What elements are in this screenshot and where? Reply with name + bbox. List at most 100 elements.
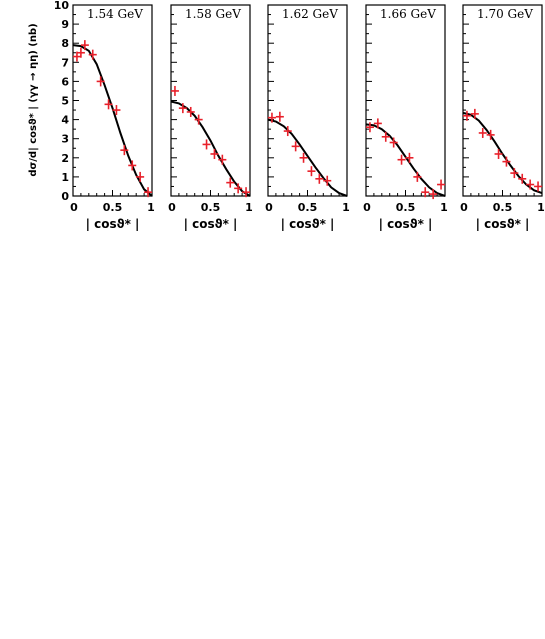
data-point [242, 187, 251, 198]
data-point [405, 152, 414, 163]
data-point [283, 126, 292, 137]
data-point [315, 173, 324, 184]
fit-curve [267, 118, 348, 197]
data-point [518, 173, 527, 184]
data-point [202, 139, 211, 150]
data-point [397, 154, 406, 165]
data-point [226, 177, 235, 188]
x-tick-label: 0.5 [396, 201, 416, 214]
x-tick-label: 1 [440, 201, 448, 214]
y-tick-label: 7 [61, 56, 69, 69]
data-point [267, 112, 276, 123]
data-point [429, 189, 438, 200]
data-point [88, 49, 97, 60]
data-point [510, 168, 519, 179]
data-point [128, 160, 137, 171]
energy-label: 1.54 GeV [87, 7, 143, 21]
data-point [234, 183, 243, 194]
data-point [299, 152, 308, 163]
data-point [323, 175, 332, 186]
energy-label: 1.62 GeV [282, 7, 338, 21]
data-point [494, 148, 503, 159]
panel-frame [462, 4, 543, 197]
data-point [136, 171, 145, 182]
data-point [502, 156, 511, 167]
x-tick-label: 0 [168, 201, 176, 214]
y-tick-label: 0 [61, 190, 69, 203]
y-tick-label: 9 [61, 18, 69, 31]
x-axis-title: | cosϑ* | [86, 217, 140, 231]
data-point [120, 145, 129, 156]
data-point [307, 166, 316, 177]
panel-1: 0 1 2 3 4 5 6 7 8 9 10 0 0.5 1 | cosϑ* | 1.54 GeV [54, 0, 155, 231]
data-point [365, 122, 374, 133]
x-axis-title: | cosϑ* | [476, 217, 530, 231]
data-point [218, 154, 227, 165]
x-axis-title: | cosϑ* | [379, 217, 433, 231]
data-point [470, 108, 479, 119]
y-tick-label: 3 [61, 133, 69, 146]
data-point [486, 129, 495, 140]
fit-curve [72, 44, 153, 197]
x-tick-label: 0 [70, 201, 78, 214]
data-point [104, 99, 113, 110]
x-tick-label: 0 [460, 201, 468, 214]
data-point [381, 131, 390, 142]
x-tick-label: 0.5 [298, 201, 318, 214]
data-point [144, 187, 153, 198]
data-point [373, 118, 382, 129]
data-point [210, 148, 219, 159]
panel-3: 0 0.5 1 | cosϑ* | 1.62 GeV [265, 4, 350, 231]
fit-curve [365, 123, 446, 197]
data-point [96, 76, 105, 87]
data-point [178, 103, 187, 114]
y-tick-label: 6 [61, 75, 69, 88]
x-tick-label: 0 [265, 201, 273, 214]
x-axis-title: | cosϑ* | [281, 217, 335, 231]
y-tick-label: 2 [61, 152, 69, 165]
data-point [291, 141, 300, 152]
data-point [437, 179, 446, 190]
data-point [478, 127, 487, 138]
data-point [534, 181, 543, 192]
fit-curve [170, 100, 251, 197]
energy-label: 1.70 GeV [477, 7, 533, 21]
y-tick-label: 4 [61, 114, 69, 127]
data-point [170, 85, 179, 96]
data-point [413, 171, 422, 182]
y-tick-label: 5 [61, 95, 69, 108]
y-tick-label: 1 [61, 171, 69, 184]
data-point [421, 187, 430, 198]
x-axis-title: | cosϑ* | [184, 217, 238, 231]
y-tick-label: 10 [54, 0, 70, 12]
x-tick-label: 1 [245, 201, 253, 214]
data-point [275, 111, 284, 122]
x-tick-label: 0.5 [201, 201, 221, 214]
x-tick-label: 1 [537, 201, 545, 214]
data-point [186, 106, 195, 117]
energy-label: 1.66 GeV [380, 7, 436, 21]
data-point [389, 137, 398, 148]
data-point [76, 47, 85, 58]
x-tick-label: 1 [147, 201, 155, 214]
panel-5: 0 0.5 1 | cosϑ* | 1.70 GeV [460, 4, 545, 231]
panel-4: 0 0.5 1 | cosϑ* | 1.66 GeV [363, 4, 448, 231]
x-tick-label: 1 [342, 201, 350, 214]
data-point [526, 179, 535, 190]
panel-frame [72, 4, 153, 197]
data-point [80, 40, 89, 51]
x-tick-label: 0 [363, 201, 371, 214]
y-tick-label: 8 [61, 37, 69, 50]
panel-frame [267, 4, 348, 197]
panel-2: 0 0.5 1 | cosϑ* | 1.58 GeV [168, 4, 253, 231]
x-tick-label: 0.5 [103, 201, 123, 214]
y-axis-title: dσ/d| cosϑ* | (γγ → ηη) (nb) [28, 23, 39, 176]
panel-frame [170, 4, 251, 197]
data-point [194, 114, 203, 125]
panel-frame [365, 4, 446, 197]
x-tick-label: 0.5 [493, 201, 513, 214]
data-point [112, 105, 121, 116]
energy-label: 1.58 GeV [185, 7, 241, 21]
